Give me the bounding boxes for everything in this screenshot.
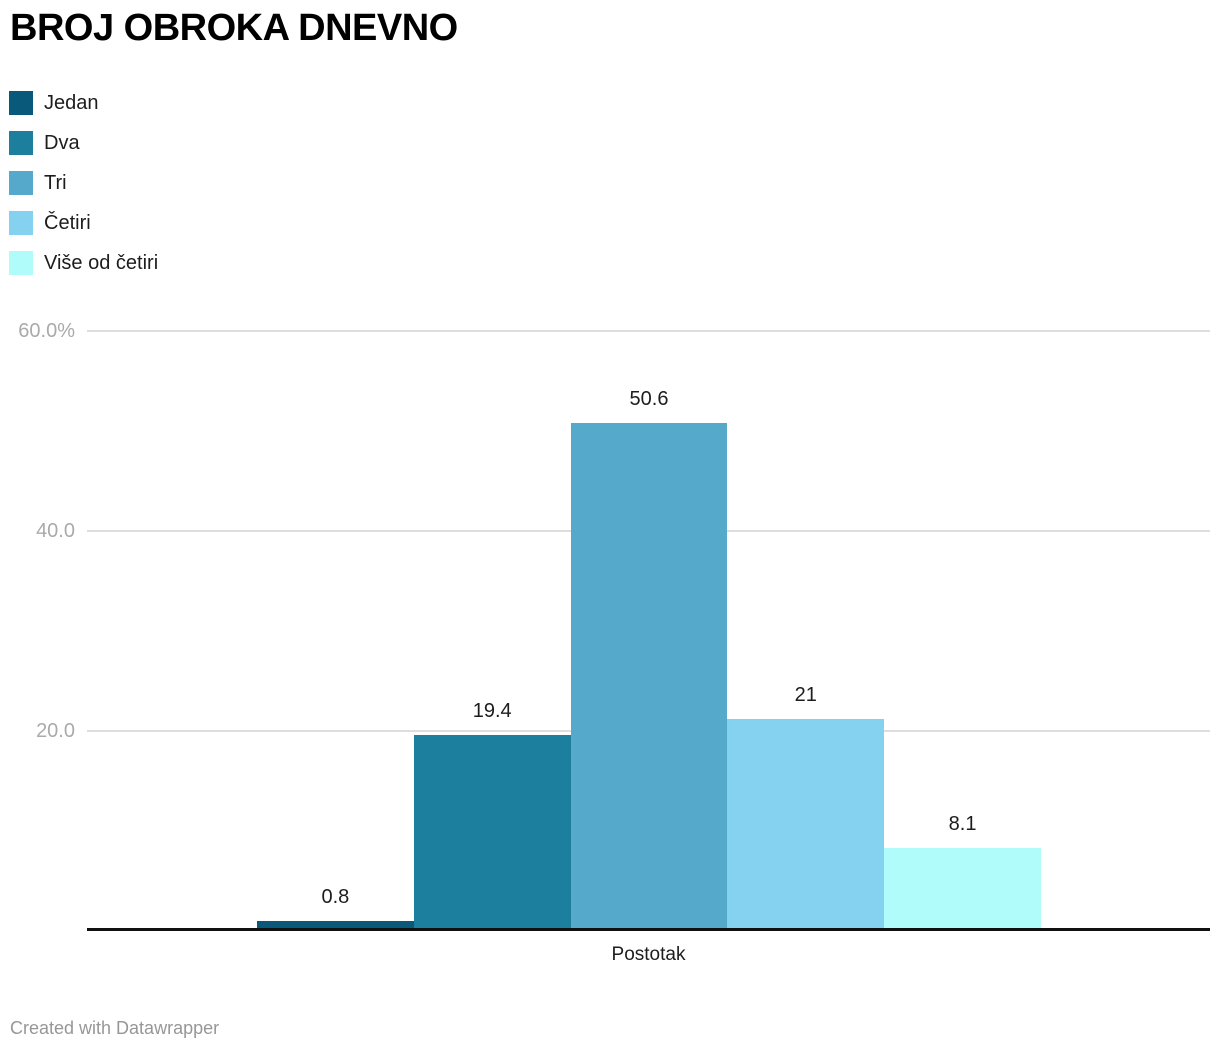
bar-jedan [257,921,414,929]
y-tick-label: 60.0% [18,320,75,342]
plot-area: 0.8 19.4 50.6 21 8.1 [87,330,1210,931]
legend-item: Tri [9,163,158,203]
bar-value-label: 0.8 [321,886,350,908]
legend-item: Četiri [9,203,158,243]
legend-label: Tri [44,171,67,194]
bar-više-od-četiri [884,848,1041,929]
bar-value-label: 19.4 [472,700,512,722]
bar-četiri [727,719,885,929]
legend-swatch [9,131,33,155]
legend-label: Četiri [44,211,91,234]
y-tick-label: 40.0 [36,520,75,542]
legend-swatch [9,251,33,275]
x-axis-line [87,928,1210,931]
legend-label: Više od četiri [44,251,159,274]
attribution-link[interactable]: Created with Datawrapper [10,1018,220,1038]
bar-value-label: 21 [794,684,817,706]
legend-item: Jedan [9,83,158,123]
legend-item: Dva [9,123,158,163]
y-tick-label: 20.0 [36,720,75,742]
bar-value-label: 8.1 [948,813,977,835]
bar-dva [413,735,571,929]
legend-label: Dva [44,131,80,154]
gridline [87,330,1210,332]
chart-title: BROJ OBROKA DNEVNO [10,7,458,49]
legend-swatch [9,91,33,115]
legend-swatch [9,171,33,195]
legend: Jedan Dva Tri Četiri Više od četiri [9,83,158,283]
legend-swatch [9,211,33,235]
bar-value-label: 50.6 [629,388,669,410]
legend-label: Jedan [44,91,99,114]
bar-tri [570,423,728,929]
x-axis-label: Postotak [611,944,686,965]
legend-item: Više od četiri [9,243,158,283]
